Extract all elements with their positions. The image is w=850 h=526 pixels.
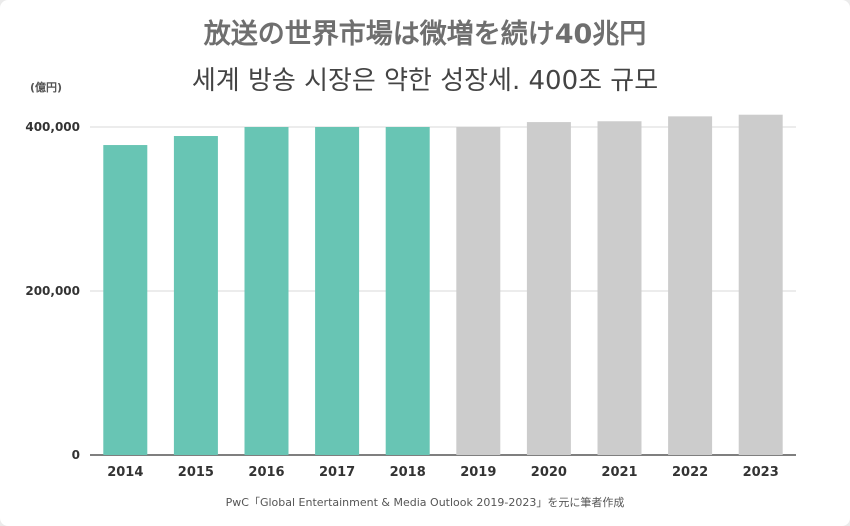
x-tick-label: 2020 bbox=[531, 465, 567, 480]
bar-2023 bbox=[738, 114, 783, 455]
x-tick-label: 2021 bbox=[601, 465, 637, 480]
y-tick-label: 400,000 bbox=[25, 120, 80, 134]
chart-subtitle: 세계 방송 시장은 약한 성장세. 400조 규모 bbox=[191, 66, 659, 96]
y-axis-unit-label: (億円) bbox=[30, 81, 63, 94]
x-tick-label: 2016 bbox=[248, 465, 284, 480]
bar-2019 bbox=[456, 127, 501, 455]
bar-2015 bbox=[173, 136, 218, 455]
bar-2017 bbox=[315, 127, 360, 455]
x-tick-label: 2023 bbox=[743, 465, 779, 480]
bar-2014 bbox=[103, 145, 148, 456]
bar-2018 bbox=[385, 127, 430, 455]
bar-2020 bbox=[526, 122, 571, 455]
x-tick-label: 2015 bbox=[178, 465, 214, 480]
chart-title: 放送の世界市場は微増を続け40兆円 bbox=[203, 19, 647, 50]
bar-2022 bbox=[668, 116, 713, 455]
x-tick-label: 2018 bbox=[390, 465, 426, 480]
bar-2021 bbox=[597, 121, 642, 455]
y-tick-label: 0 bbox=[72, 448, 80, 462]
y-tick-label: 200,000 bbox=[25, 284, 80, 298]
x-tick-label: 2014 bbox=[107, 465, 143, 480]
x-tick-label: 2019 bbox=[460, 465, 496, 480]
x-tick-label: 2017 bbox=[319, 465, 355, 480]
source-note: PwC「Global Entertainment & Media Outlook… bbox=[225, 496, 625, 509]
x-tick-label: 2022 bbox=[672, 465, 708, 480]
bar-2016 bbox=[244, 127, 289, 455]
